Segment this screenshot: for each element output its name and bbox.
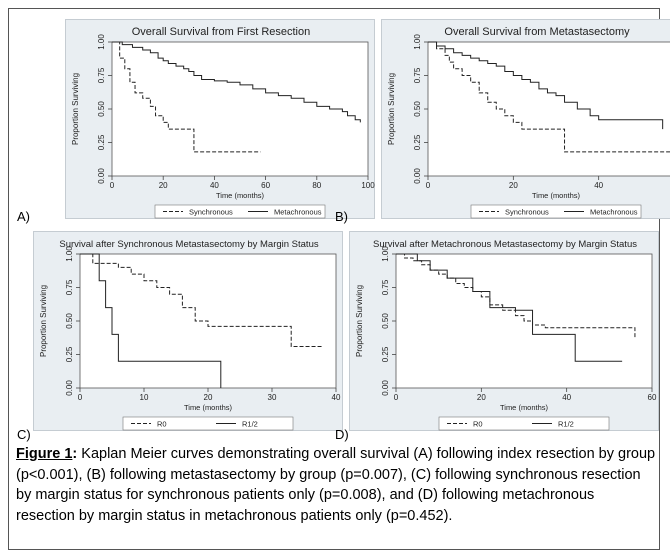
x-tick-label: 0	[426, 181, 431, 190]
panel-d: Survival after Metachronous Metastasecto…	[349, 231, 659, 431]
y-tick-label: 0.25	[97, 134, 106, 150]
legend-label: Metachronous	[274, 208, 322, 217]
chart-title: Overall Survival from Metastasectomy	[444, 26, 630, 38]
y-axis-label: Proportion Surviving	[387, 73, 396, 145]
x-tick-label: 60	[648, 393, 657, 402]
legend-label: Metachronous	[590, 208, 638, 217]
y-tick-label: 0.75	[97, 67, 106, 83]
x-tick-label: 40	[210, 181, 219, 190]
chart-title: Overall Survival from First Resection	[132, 26, 311, 38]
series-line-r1-2	[396, 253, 623, 362]
caption-lead: Figure 1	[16, 446, 73, 462]
legend-label: R0	[473, 420, 483, 429]
series-line-r1-2	[80, 253, 222, 388]
legend-label: Synchronous	[505, 208, 549, 217]
y-tick-label: 0.50	[381, 313, 390, 329]
legend-box	[470, 204, 642, 219]
plot-area	[111, 41, 369, 177]
x-tick-label: 80	[312, 181, 321, 190]
y-tick-label: 0.00	[413, 168, 422, 184]
series-line-r0	[80, 253, 324, 347]
plot-area	[427, 41, 670, 177]
y-axis-label: Proportion Surviving	[355, 285, 364, 357]
chart-a: Overall Survival from First Resection 0.0…	[71, 26, 375, 219]
legend-box	[122, 416, 294, 431]
panel-label-a: A)	[17, 209, 30, 224]
series-line-synchronous	[112, 41, 261, 153]
legend-label: Synchronous	[189, 208, 233, 217]
chart-d: Survival after Metachronous Metastasecto…	[355, 239, 657, 431]
x-tick-label: 100	[361, 181, 375, 190]
y-tick-label: 0.75	[65, 279, 74, 295]
chart-b: Overall Survival from Metastasectomy 0.00…	[387, 26, 670, 219]
caption-text: Kaplan Meier curves demonstrating overal…	[16, 446, 656, 524]
y-tick-label: 0.25	[65, 346, 74, 362]
y-tick-label: 0.75	[381, 279, 390, 295]
x-tick-label: 20	[477, 393, 486, 402]
legend-label: R0	[157, 420, 167, 429]
x-tick-label: 10	[140, 393, 149, 402]
panel-c: Survival after Synchronous Metastasectom…	[33, 231, 343, 431]
x-tick-label: 40	[332, 393, 341, 402]
series-line-metachronous	[428, 41, 664, 130]
figure-frame: Overall Survival from First Resection 0.0…	[8, 8, 670, 550]
legend-label: R1/2	[558, 420, 574, 429]
y-tick-label: 0.00	[381, 380, 390, 396]
legend-box	[154, 204, 326, 219]
x-tick-label: 60	[261, 181, 270, 190]
panel-label-d: D)	[335, 427, 349, 442]
x-axis-label: Time (months)	[216, 191, 265, 200]
y-tick-label: 1.00	[381, 246, 390, 262]
y-axis-label: Proportion Surviving	[39, 285, 48, 357]
y-tick-label: 0.50	[65, 313, 74, 329]
x-axis-label: Time (months)	[500, 403, 549, 412]
x-tick-label: 0	[78, 393, 83, 402]
x-axis-label: Time (months)	[184, 403, 233, 412]
y-tick-label: 0.25	[413, 134, 422, 150]
y-tick-label: 0.75	[413, 67, 422, 83]
y-tick-label: 1.00	[65, 246, 74, 262]
series-line-metachronous	[112, 41, 361, 123]
y-axis-label: Proportion Surviving	[71, 73, 80, 145]
legend-box	[438, 416, 610, 431]
x-tick-label: 40	[562, 393, 571, 402]
y-tick-label: 1.00	[413, 34, 422, 50]
x-tick-label: 20	[204, 393, 213, 402]
panel-label-b: B)	[335, 209, 348, 224]
y-tick-label: 0.00	[97, 168, 106, 184]
legend-label: R1/2	[242, 420, 258, 429]
chart-title: Survival after Synchronous Metastasectom…	[59, 239, 319, 250]
y-tick-label: 0.25	[381, 346, 390, 362]
chart-c: Survival after Synchronous Metastasectom…	[39, 239, 341, 431]
x-tick-label: 20	[509, 181, 518, 190]
y-tick-label: 1.00	[97, 34, 106, 50]
caption-colon: :	[72, 446, 78, 462]
x-tick-label: 0	[394, 393, 399, 402]
panel-a: Overall Survival from First Resection 0.0…	[65, 19, 375, 219]
y-tick-label: 0.50	[413, 101, 422, 117]
x-tick-label: 0	[110, 181, 115, 190]
panel-b: Overall Survival from Metastasectomy 0.00…	[381, 19, 670, 219]
figure-caption: Figure 1: Kaplan Meier curves demonstrat…	[16, 444, 656, 526]
x-axis-label: Time (months)	[532, 191, 581, 200]
x-tick-label: 40	[594, 181, 603, 190]
chart-title: Survival after Metachronous Metastasecto…	[373, 239, 637, 250]
y-tick-label: 0.50	[97, 101, 106, 117]
x-tick-label: 20	[159, 181, 168, 190]
x-tick-label: 30	[268, 393, 277, 402]
y-tick-label: 0.00	[65, 380, 74, 396]
panel-label-c: C)	[17, 427, 31, 442]
